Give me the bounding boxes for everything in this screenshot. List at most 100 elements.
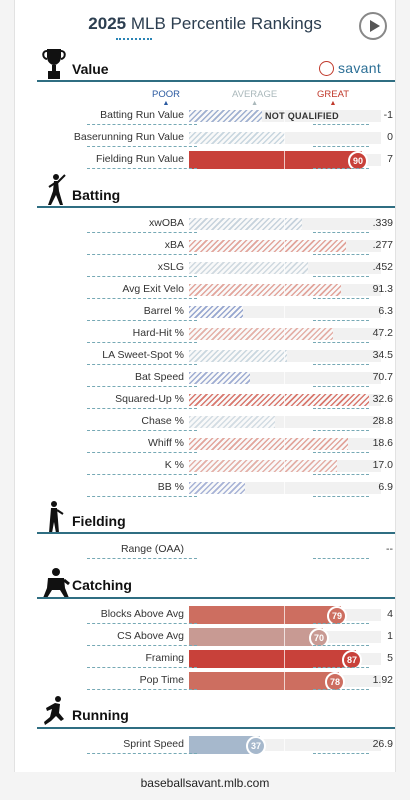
- metric-row[interactable]: K % 17.0: [37, 456, 395, 476]
- metric-row[interactable]: Whiff % 18.6: [37, 434, 395, 454]
- row-divider: [87, 667, 197, 668]
- percentile-bar: 87: [189, 650, 381, 670]
- metric-value: -1: [383, 109, 393, 121]
- section-divider: [37, 206, 395, 208]
- average-marker: [284, 736, 285, 754]
- average-marker: [284, 628, 285, 646]
- bar-fill: [189, 650, 356, 668]
- percentile-bar: 79: [189, 606, 381, 626]
- row-divider: [87, 496, 197, 497]
- row-divider: [87, 232, 197, 233]
- metric-value: .277: [372, 239, 393, 251]
- metric-value: 1: [387, 630, 393, 642]
- bar-fill: [189, 110, 262, 122]
- row-divider: [313, 298, 369, 299]
- section-title-value: Value: [72, 61, 109, 77]
- metric-row[interactable]: Framing 87 5: [37, 649, 395, 670]
- metric-value: 7: [387, 153, 393, 165]
- metric-value: 4: [387, 608, 393, 620]
- row-divider: [313, 232, 369, 233]
- section-divider: [37, 597, 395, 599]
- percentile-bar: [189, 372, 381, 384]
- metric-value: 34.5: [372, 349, 393, 361]
- metric-row[interactable]: xwOBA .339: [37, 214, 395, 234]
- percentile-bar: 70: [189, 628, 381, 648]
- metric-row[interactable]: Pop Time 78 1.92: [37, 671, 395, 692]
- metric-row[interactable]: Range (OAA) --: [37, 540, 395, 560]
- percentile-bar: [189, 350, 381, 362]
- metric-row[interactable]: Bat Speed 70.7: [37, 368, 395, 388]
- row-divider: [313, 452, 369, 453]
- metric-label: CS Above Avg: [117, 630, 184, 642]
- metric-label: Range (OAA): [120, 543, 184, 555]
- metric-value: --: [386, 543, 393, 555]
- metric-label: Sprint Speed: [123, 738, 184, 750]
- row-divider: [87, 386, 197, 387]
- metric-row[interactable]: Barrel % 6.3: [37, 302, 395, 322]
- metric-row[interactable]: Batting Run Value NOT QUALIFIED -1: [37, 106, 395, 126]
- bar-fill: [189, 736, 260, 754]
- trophy-icon: [42, 49, 66, 79]
- row-divider: [87, 558, 197, 559]
- metric-label: Chase %: [141, 415, 184, 427]
- url-text: baseballsavant.mlb.com: [140, 776, 270, 790]
- percentile-bar: [189, 284, 381, 296]
- metric-row[interactable]: Squared-Up % 32.6: [37, 390, 395, 410]
- metric-row[interactable]: Fielding Run Value 90 7: [37, 150, 395, 171]
- triangle-up-icon: ▲: [162, 100, 170, 107]
- percentile-badge: 78: [325, 672, 345, 692]
- percentile-bar: [189, 460, 381, 472]
- metric-row[interactable]: CS Above Avg 70 1: [37, 627, 395, 648]
- percentile-bar: [189, 482, 381, 494]
- section-title-fielding: Fielding: [72, 513, 126, 529]
- metric-value: 0: [387, 131, 393, 143]
- metric-row[interactable]: Baserunning Run Value 0: [37, 128, 395, 148]
- bar-fill: [189, 460, 337, 472]
- bar-fill: [189, 306, 243, 318]
- row-divider: [87, 124, 197, 125]
- metric-row[interactable]: BB % 6.9: [37, 478, 395, 498]
- average-marker: [284, 606, 285, 624]
- row-divider: [313, 474, 369, 475]
- row-divider: [313, 124, 369, 125]
- metric-row[interactable]: Sprint Speed 37 26.9: [37, 735, 395, 756]
- metric-row[interactable]: LA Sweet-Spot % 34.5: [37, 346, 395, 366]
- row-divider: [313, 645, 369, 646]
- row-divider: [87, 320, 197, 321]
- metric-row[interactable]: xBA .277: [37, 236, 395, 256]
- metric-row[interactable]: Blocks Above Avg 79 4: [37, 605, 395, 626]
- row-divider: [87, 342, 197, 343]
- section-divider: [37, 727, 395, 729]
- row-divider: [313, 254, 369, 255]
- average-marker: [284, 240, 285, 252]
- average-marker: [284, 394, 285, 406]
- metric-value: 47.2: [372, 327, 393, 339]
- bar-fill: [189, 284, 341, 296]
- triangle-up-icon: ▲: [329, 100, 337, 107]
- bar-fill: [189, 416, 275, 428]
- metric-label: BB %: [157, 481, 184, 493]
- metric-row[interactable]: Avg Exit Velo 91.3: [37, 280, 395, 300]
- browser-url-bar[interactable]: baseballsavant.mlb.com: [0, 776, 410, 800]
- bar-fill: [189, 628, 323, 646]
- batter-icon: [48, 174, 66, 205]
- metric-label: Avg Exit Velo: [122, 283, 184, 295]
- percentile-bar: [189, 306, 381, 318]
- row-divider: [87, 645, 197, 646]
- row-divider: [87, 408, 197, 409]
- average-marker: [284, 218, 285, 230]
- bar-fill: [189, 672, 339, 690]
- metric-label: Squared-Up %: [115, 393, 184, 405]
- bar-fill: [189, 151, 362, 169]
- metric-row[interactable]: Hard-Hit % 47.2: [37, 324, 395, 344]
- play-circle-icon[interactable]: [359, 12, 387, 40]
- metric-label: xwOBA: [148, 217, 184, 229]
- metric-value: 5: [387, 652, 393, 664]
- percentile-badge: 70: [309, 628, 329, 648]
- section-title-running: Running: [72, 707, 129, 723]
- bar-fill: [189, 218, 302, 230]
- metric-row[interactable]: xSLG .452: [37, 258, 395, 278]
- metric-row[interactable]: Chase % 28.8: [37, 412, 395, 432]
- row-divider: [87, 430, 197, 431]
- not-qualified-note: NOT QUALIFIED: [265, 111, 339, 121]
